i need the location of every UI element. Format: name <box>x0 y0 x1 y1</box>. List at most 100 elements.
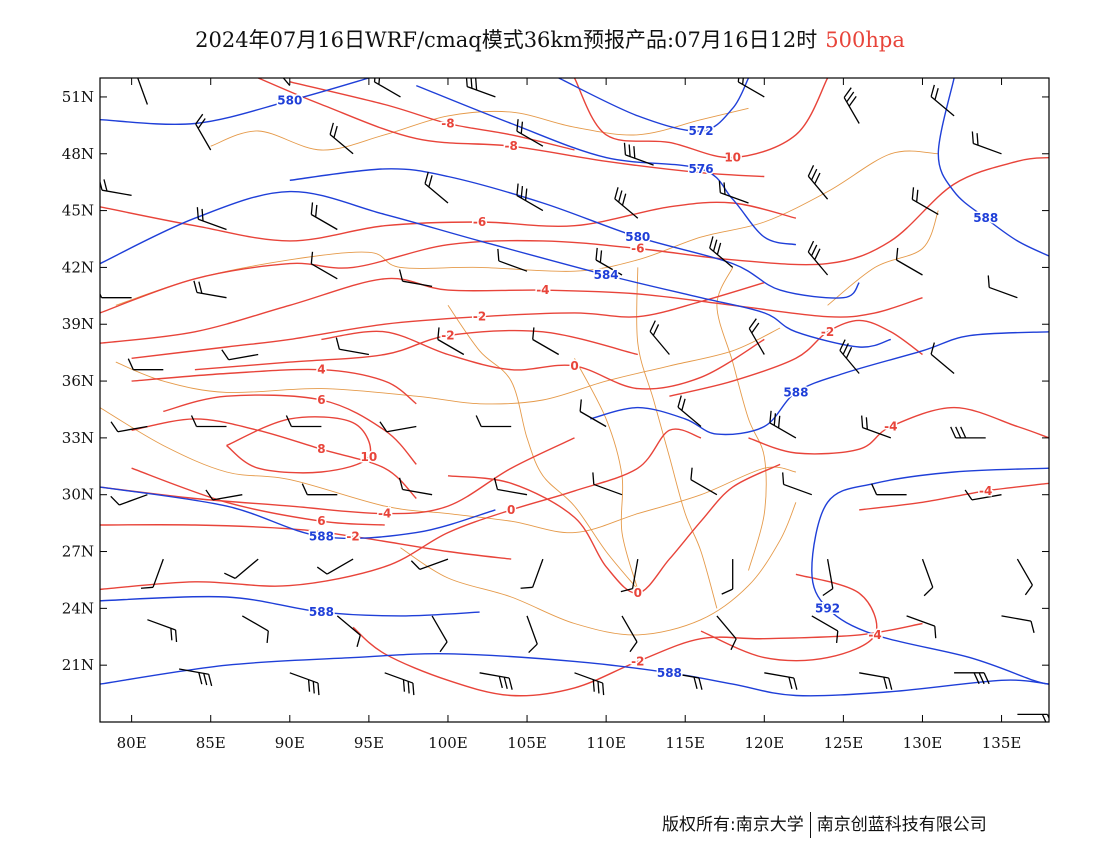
wind-barb <box>807 240 829 276</box>
wind-barb <box>193 280 227 299</box>
temperature-contour <box>194 329 638 371</box>
temperature-contour-label: 0 <box>570 359 578 373</box>
temperature-contour <box>100 277 923 344</box>
temperature-contour-label: -4 <box>378 507 391 521</box>
height-contour <box>289 168 860 299</box>
height-contour-label: 572 <box>689 124 714 138</box>
temperature-contour-label: -4 <box>884 420 897 434</box>
wind-barb <box>100 286 132 299</box>
wind-barb <box>127 358 164 371</box>
temperature-contour <box>100 201 797 242</box>
boundary-line <box>716 267 767 571</box>
wind-barb <box>579 399 607 428</box>
temperature-contour <box>257 78 765 178</box>
wind-barb <box>921 558 934 597</box>
copyright-right: 南京创蓝科技有限公司 <box>816 815 987 835</box>
height-contour <box>100 486 496 540</box>
temperature-contours <box>100 78 1049 697</box>
height-contour-label: 588 <box>309 605 334 619</box>
lon-tick-label: 115E <box>665 734 705 752</box>
temperature-contour-label: -6 <box>631 241 644 255</box>
boundary-line <box>100 407 796 534</box>
temperature-contour-label: -8 <box>505 139 518 153</box>
wind-barb <box>677 395 702 427</box>
lon-tick-label: 130E <box>903 734 943 752</box>
wind-barb <box>592 472 623 496</box>
wind-barb <box>971 131 1002 155</box>
wind-barbs <box>100 78 1049 722</box>
temperature-contour <box>131 281 765 359</box>
height-contour <box>100 78 370 126</box>
wind-barb <box>384 672 415 696</box>
map-title: 2024年07月16日WRF/cmaq模式36km预报产品:07月16日12时 5… <box>0 24 1100 54</box>
height-contour <box>590 331 1049 436</box>
wind-barb <box>110 421 148 433</box>
lon-tick-label: 105E <box>507 734 547 752</box>
temperature-contour <box>100 437 575 515</box>
temperature-contour-label: 0 <box>507 503 515 517</box>
temperature-contour <box>131 418 417 499</box>
wind-barb <box>930 342 955 374</box>
wind-barb <box>620 558 639 593</box>
wind-barb <box>224 558 259 579</box>
lon-tick-label: 80E <box>117 734 147 752</box>
wind-barb <box>205 489 243 501</box>
height-contour <box>100 595 480 617</box>
contour-labels: -8 10 -8 -6 -6 -4 -2 -2 0 4 6 10 8 -4 6 -2 0 0 -2 -2 -4 -4 -4 5… <box>276 92 1000 681</box>
wind-barb <box>437 327 465 356</box>
lat-tick-label: 42N <box>62 258 94 276</box>
temperature-contour <box>447 463 781 594</box>
height-contour-label: 588 <box>973 211 998 225</box>
wind-barb <box>335 337 370 356</box>
wind-barb <box>398 477 433 496</box>
lat-tick-label: 48N <box>62 145 94 163</box>
wind-barb <box>843 87 860 124</box>
wind-barb <box>987 275 1018 299</box>
wind-barb <box>807 165 829 200</box>
wind-barb <box>336 615 361 647</box>
copyright-separator <box>809 812 811 838</box>
copyright-left: 版权所有:南京大学 <box>662 815 804 835</box>
temperature-contour-label: 4 <box>317 363 325 377</box>
plot-frame <box>99 77 1050 723</box>
temperature-contour-label: 10 <box>724 151 741 165</box>
wind-barb <box>839 339 860 374</box>
wind-barb <box>310 251 338 280</box>
wind-barb <box>1016 558 1033 596</box>
wind-barb <box>861 415 892 439</box>
pressure-level: 500hpa <box>825 28 905 52</box>
height-contour-label: 588 <box>309 529 334 543</box>
temperature-contour-label: 6 <box>317 514 325 528</box>
wind-barb <box>493 477 528 496</box>
wind-barb <box>379 421 417 433</box>
wind-barb <box>621 615 638 653</box>
temperature-contour-label: -2 <box>631 654 644 668</box>
wind-barb <box>475 415 512 428</box>
wind-barb <box>614 187 639 219</box>
wind-barb <box>669 672 703 690</box>
wind-barb <box>574 672 605 696</box>
temperature-contour <box>100 428 702 591</box>
wind-barb <box>289 672 320 696</box>
temperature-contour-label: -2 <box>821 325 834 339</box>
wind-barb <box>950 426 986 439</box>
height-contour-label: 588 <box>657 666 682 680</box>
wind-barb <box>285 415 322 428</box>
wind-barb <box>930 84 955 117</box>
wind-barb <box>782 472 813 496</box>
wind-barb <box>310 202 338 231</box>
wind-barb <box>136 78 149 105</box>
height-contour <box>100 190 892 348</box>
wind-barb <box>954 672 990 685</box>
lon-tick-label: 90E <box>275 734 305 752</box>
wind-barb <box>147 619 178 643</box>
lat-tick-label: 45N <box>62 202 94 220</box>
wind-barb <box>100 178 132 197</box>
temperature-contour <box>748 406 1049 455</box>
wind-barb <box>748 318 765 355</box>
wind-barb <box>964 489 1002 501</box>
lon-tick-label: 95E <box>354 734 384 752</box>
height-contour-label: 592 <box>815 601 840 615</box>
wind-barb <box>190 415 227 428</box>
height-contour <box>100 653 1049 697</box>
